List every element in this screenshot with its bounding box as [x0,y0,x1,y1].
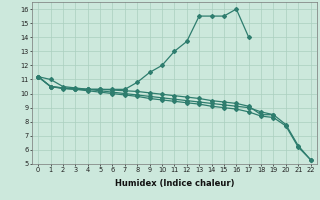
X-axis label: Humidex (Indice chaleur): Humidex (Indice chaleur) [115,179,234,188]
